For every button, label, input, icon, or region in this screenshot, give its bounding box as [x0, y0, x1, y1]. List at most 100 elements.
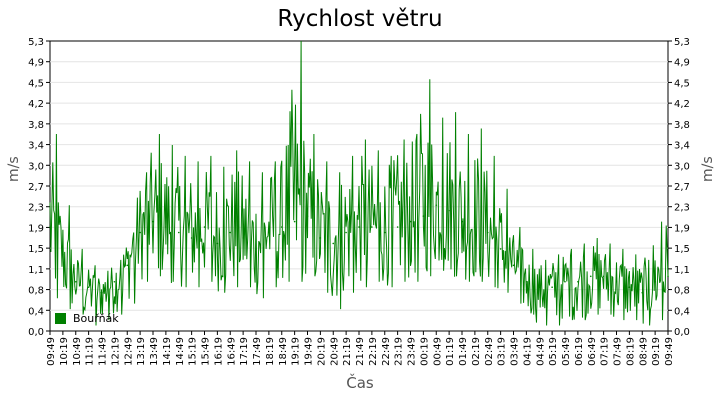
y-tick-label-right: 4,9: [674, 58, 690, 69]
data-point: [152, 220, 154, 223]
series-line: [49, 40, 669, 326]
x-tick-label: 01:19: [445, 337, 456, 366]
x-tick-label: 17:49: [252, 337, 263, 366]
data-point: [615, 280, 618, 283]
data-point: [62, 253, 64, 256]
data-point: [564, 280, 566, 283]
x-tick-label: 16:19: [213, 337, 224, 366]
y-tick-label-right: 1,1: [674, 265, 690, 276]
y-tick-label-right: 0,0: [674, 327, 690, 338]
x-tick-label: 12:19: [110, 337, 121, 366]
y-tick-label-left: 1,9: [28, 223, 44, 234]
data-point: [396, 226, 399, 228]
y-tick-label-left: 0,8: [28, 286, 44, 297]
data-point: [139, 231, 141, 234]
x-tick-label: 11:19: [85, 337, 96, 366]
chart-title: Rychlost větru: [277, 6, 443, 32]
y-tick-label-left: 2,7: [28, 182, 44, 193]
x-tick-label: 11:49: [98, 337, 109, 366]
y-tick-label-right: 4,5: [674, 78, 690, 89]
y-tick-label-left: 3,8: [28, 120, 44, 131]
x-tick-label: 09:49: [46, 337, 57, 366]
data-point: [474, 226, 476, 228]
x-tick-label: 20:49: [329, 337, 340, 366]
data-point: [589, 275, 592, 278]
data-point: [345, 231, 347, 234]
x-tick-label: 21:49: [355, 337, 366, 366]
y-tick-label-left: 3,4: [28, 141, 44, 152]
data-point: [87, 286, 90, 289]
x-tick-label: 19:49: [304, 337, 315, 366]
x-tick-label: 10:19: [59, 337, 70, 366]
data-point: [358, 226, 360, 228]
x-tick-label: 19:19: [291, 337, 302, 366]
y-tick-label-right: 1,5: [674, 244, 690, 255]
data-point: [306, 215, 309, 217]
y-tick-label-left: 1,1: [28, 265, 44, 276]
data-point: [319, 237, 322, 239]
x-tick-label: 22:49: [381, 337, 392, 366]
y-tick-label-right: 5,3: [674, 37, 690, 48]
data-point: [49, 226, 51, 228]
x-tick-label: 00:49: [432, 337, 443, 366]
x-tick-label: 02:19: [471, 337, 482, 366]
data-point: [100, 291, 103, 294]
x-tick-label: 07:19: [600, 337, 611, 366]
data-point: [242, 237, 244, 239]
y-tick-label-right: 3,0: [674, 161, 690, 172]
y-tick-label-left: 2,3: [28, 203, 44, 214]
y-tick-label-left: 4,9: [28, 58, 44, 69]
data-point: [512, 264, 515, 267]
y-tick-label-right: 1,9: [674, 223, 690, 234]
x-tick-label: 06:49: [587, 337, 598, 366]
y-tick-label-right: 3,4: [674, 141, 690, 152]
x-tick-label: 09:49: [664, 337, 675, 366]
data-point: [383, 231, 386, 234]
x-tick-label: 00:19: [419, 337, 430, 366]
data-point: [203, 226, 206, 228]
x-tick-label: 21:19: [342, 337, 353, 366]
y-tick-label-right: 2,3: [674, 203, 690, 214]
data-point: [126, 264, 129, 267]
data-point: [577, 280, 579, 283]
x-tick-label: 22:19: [368, 337, 379, 366]
data-point: [255, 248, 257, 250]
x-tick-label: 18:49: [278, 337, 289, 366]
x-tick-label: 13:49: [149, 337, 160, 366]
data-point: [461, 220, 463, 223]
data-point: [422, 215, 425, 217]
data-point: [538, 286, 541, 289]
x-tick-label: 04:19: [522, 337, 533, 366]
y-tick-label-right: 0,8: [674, 286, 690, 297]
data-point: [654, 280, 656, 283]
x-tick-label: 02:49: [484, 337, 495, 366]
x-tick-label: 09:19: [651, 337, 662, 366]
data-point: [371, 226, 373, 228]
data-point: [332, 242, 335, 245]
y-tick-label-left: 0,0: [28, 327, 44, 338]
data-point: [165, 226, 167, 228]
x-tick-label: 06:19: [574, 337, 585, 366]
x-tick-label: 08:49: [638, 337, 649, 366]
data-point: [113, 280, 116, 283]
data-point: [448, 209, 450, 212]
y-tick-label-right: 2,7: [674, 182, 690, 193]
data-point: [641, 291, 644, 294]
x-tick-label: 17:19: [239, 337, 250, 366]
data-point: [486, 231, 489, 234]
data-point: [525, 280, 528, 283]
y-tick-label-right: 3,8: [674, 120, 690, 131]
data-point: [74, 280, 77, 283]
x-tick-label: 23:49: [407, 337, 418, 366]
x-tick-label: 12:49: [123, 337, 134, 366]
legend-swatch: [55, 313, 66, 324]
data-point: [435, 204, 438, 206]
x-tick-label: 18:19: [265, 337, 276, 366]
x-tick-label: 05:49: [561, 337, 572, 366]
x-tick-label: 03:19: [497, 337, 508, 366]
x-tick-label: 10:49: [72, 337, 83, 366]
data-point: [280, 226, 283, 228]
y-tick-label-left: 1,5: [28, 244, 44, 255]
y-tick-label-right: 0,4: [674, 306, 690, 317]
